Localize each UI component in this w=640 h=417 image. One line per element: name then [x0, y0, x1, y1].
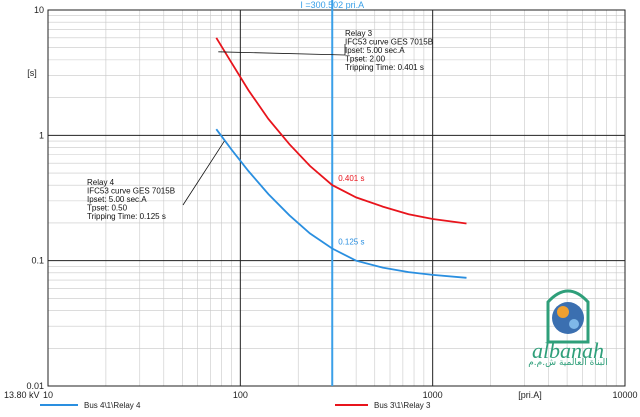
- albanah-logo: albanah البناة العالمية ش.م.م: [518, 272, 618, 382]
- relay-4-annotation-line: Tpset: 0.50: [87, 204, 128, 213]
- point-label: 0.125 s: [338, 238, 364, 247]
- relay-3-annotation-line: IFC53 curve GES 7015B: [345, 38, 433, 47]
- legend-label-relay-3: Bus 3\1\Relay 3: [374, 401, 431, 410]
- albanah-logo-mark: albanah: [532, 289, 604, 363]
- series-line-relay-4: [215, 128, 467, 279]
- series-line-relay-3: [215, 37, 467, 225]
- relay-4-annotation-line: Ipset: 5.00 sec.A: [87, 195, 147, 204]
- relay-3-annotation-line: Tpset: 2.00: [345, 55, 386, 64]
- x-tick-label: 10: [43, 390, 53, 400]
- relay-4-annotation-line: Tripping Time: 0.125 s: [87, 212, 166, 221]
- relay-4-leader-line: [182, 140, 225, 206]
- point-label: 0.401 s: [338, 174, 364, 183]
- y-axis-label: [s]: [27, 68, 37, 78]
- relay-3-annotation-line: Ipset: 5.00 sec.A: [345, 46, 405, 55]
- albanah-tagline: البناة العالمية ش.م.م: [528, 358, 608, 368]
- x-tick-label: 100: [233, 390, 248, 400]
- relay-4-annotation-line: Relay 4: [87, 178, 115, 187]
- relay-4-annotation-line: IFC53 curve GES 7015B: [87, 187, 175, 196]
- y-tick-label: 0.01: [26, 381, 44, 391]
- svg-text:albanah: albanah: [532, 338, 604, 362]
- relay-3-annotation-line: Relay 3: [345, 29, 373, 38]
- y-tick-label: 0.1: [31, 256, 44, 266]
- x-tick-label: 10000: [612, 390, 637, 400]
- relay-3-annotation-line: Tripping Time: 0.401 s: [345, 63, 424, 72]
- voltage-label: 13.80 kV: [4, 390, 40, 400]
- y-tick-label: 1: [39, 130, 44, 140]
- x-tick-label: 1000: [423, 390, 443, 400]
- legend-label-relay-4: Bus 4\1\Relay 4: [84, 401, 141, 410]
- x-axis-label: [pri.A]: [518, 390, 542, 400]
- relay-3-leader-line: [218, 51, 346, 56]
- plot-area: [47, 9, 626, 387]
- current-marker-label: I =300.502 pri.A: [300, 0, 364, 10]
- y-tick-label: 10: [34, 5, 44, 15]
